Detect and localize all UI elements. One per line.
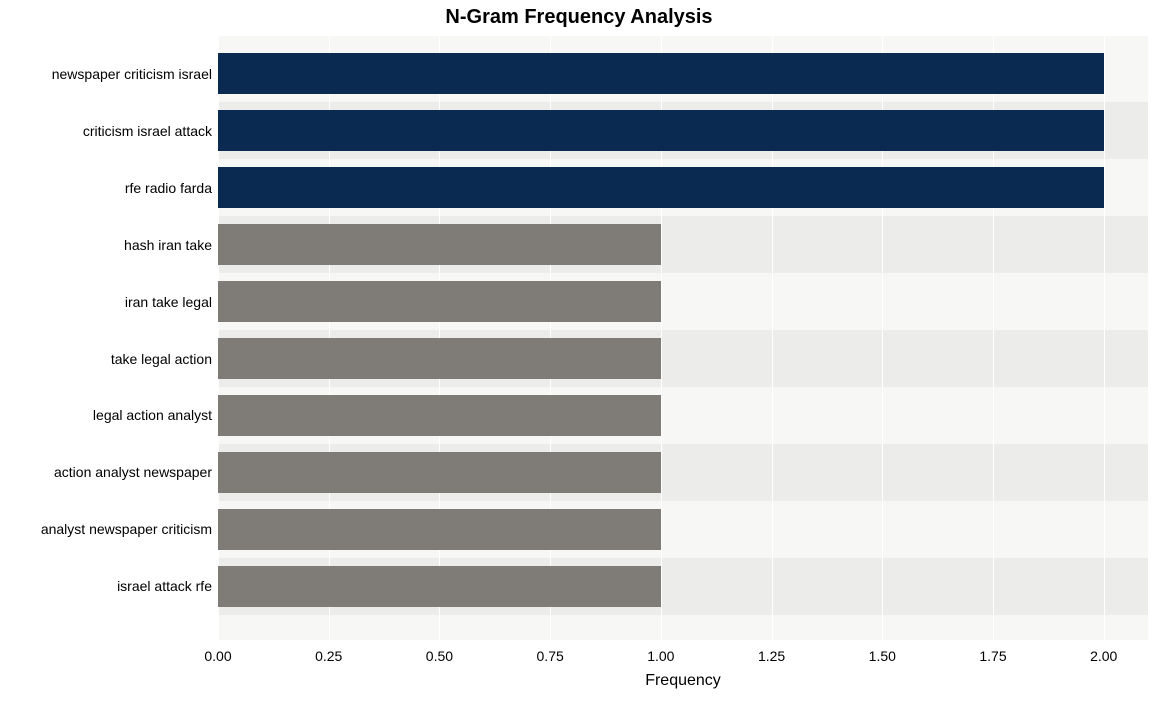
bar [218, 110, 1104, 151]
bar [218, 281, 661, 322]
y-tick-label: newspaper criticism israel [52, 66, 218, 82]
x-axis-title: Frequency [218, 672, 1148, 690]
x-tick-label: 0.00 [204, 648, 231, 664]
x-tick-label: 0.50 [426, 648, 453, 664]
x-tick-labels: 0.000.250.500.751.001.251.501.752.00 [218, 648, 1148, 670]
y-tick-label: legal action analyst [93, 407, 218, 423]
bar [218, 338, 661, 379]
x-tick-label: 0.25 [315, 648, 342, 664]
bar [218, 452, 661, 493]
x-tick-label: 1.50 [869, 648, 896, 664]
x-tick-label: 1.25 [758, 648, 785, 664]
x-tick-label: 0.75 [537, 648, 564, 664]
bar [218, 509, 661, 550]
y-tick-label: hash iran take [124, 237, 218, 253]
y-tick-label: israel attack rfe [117, 578, 218, 594]
x-tick-label: 1.00 [647, 648, 674, 664]
y-tick-label: action analyst newspaper [54, 464, 218, 480]
y-tick-label: analyst newspaper criticism [41, 521, 218, 537]
ngram-chart: N-Gram Frequency Analysis newspaper crit… [0, 0, 1158, 701]
plot-area: newspaper criticism israelcriticism isra… [218, 36, 1148, 640]
bar [218, 167, 1104, 208]
y-tick-label: rfe radio farda [125, 180, 218, 196]
y-tick-label: criticism israel attack [83, 123, 218, 139]
bar [218, 224, 661, 265]
bar [218, 395, 661, 436]
bar [218, 566, 661, 607]
gridline [1104, 36, 1105, 640]
x-tick-label: 1.75 [979, 648, 1006, 664]
y-tick-label: iran take legal [125, 294, 218, 310]
y-tick-label: take legal action [111, 351, 218, 367]
chart-title: N-Gram Frequency Analysis [0, 6, 1158, 29]
bar [218, 53, 1104, 94]
x-tick-label: 2.00 [1090, 648, 1117, 664]
